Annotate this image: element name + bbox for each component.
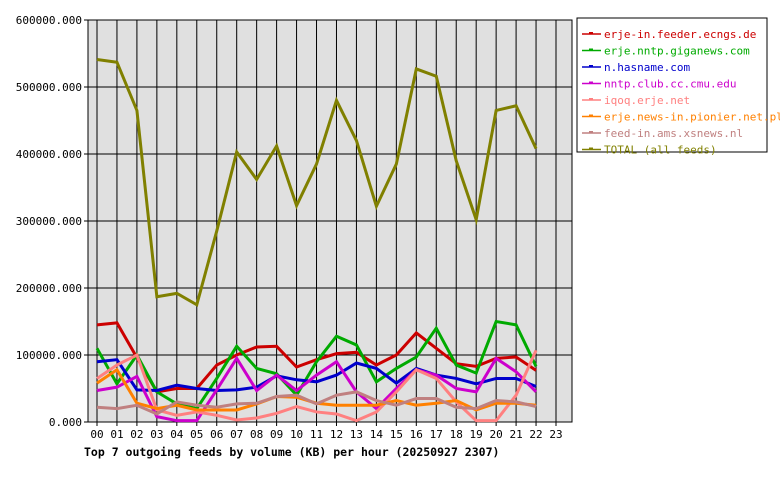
x-tick-label: 11 [310, 428, 323, 441]
x-tick-label: 21 [509, 428, 522, 441]
x-tick-label: 19 [470, 428, 483, 441]
series-line [96, 358, 537, 393]
x-tick-label: 08 [250, 428, 263, 441]
legend-box [576, 17, 768, 153]
x-tick-label: 20 [490, 428, 503, 441]
legend: erje-in.feeder.ecngs.de erje.nntp.giganew… [582, 28, 780, 157]
x-tick-label: 04 [170, 428, 184, 441]
y-tick-label: 500000.000 [16, 81, 82, 94]
x-tick-label: 03 [150, 428, 163, 441]
y-tick-label: 400000.000 [16, 148, 82, 161]
series-line [96, 58, 538, 308]
x-tick-label: 14 [370, 428, 384, 441]
series-line [96, 390, 537, 416]
x-tick-label: 18 [450, 428, 463, 441]
x-tick-label: 00 [90, 428, 103, 441]
legend-marker [589, 32, 593, 34]
legend-label: erje.nntp.giganews.com [604, 45, 750, 58]
y-tick-label: 200000.000 [16, 282, 82, 295]
legend-marker [589, 48, 593, 51]
legend-marker [589, 65, 593, 67]
grid [84, 19, 573, 426]
legend-marker [589, 114, 593, 117]
series-line [95, 319, 538, 411]
legend-label: erje-in.feeder.ecngs.de [604, 28, 756, 41]
x-tick-label: 07 [230, 428, 243, 441]
legend-label: TOTAL (all feeds) [604, 144, 717, 157]
legend-marker [589, 98, 593, 100]
y-tick-label: 0.000 [49, 416, 82, 429]
y-tick-label: 100000.000 [16, 349, 82, 362]
series-line [96, 355, 538, 423]
x-tick-label: 17 [430, 428, 443, 441]
x-tick-label: 06 [210, 428, 223, 441]
chart-title: Top 7 outgoing feeds by volume (KB) per … [84, 445, 499, 459]
y-tick-label: 600000.000 [16, 14, 82, 27]
x-tick-label: 12 [330, 428, 343, 441]
y-axis: 0.000 100000.000 200000.000 300000.000 40000… [16, 14, 82, 429]
x-tick-label: 02 [130, 428, 143, 441]
legend-marker [589, 81, 593, 84]
legend-label: erje.news-in.pionier.net.pl [604, 111, 780, 124]
plot-border [87, 19, 573, 423]
x-axis: 00 01 02 03 04 05 06 07 08 09 10 11 12 13 14 15 16 17 18 19… [90, 428, 562, 441]
legend-marker [589, 131, 593, 133]
y-tick-label: 300000.000 [16, 215, 82, 228]
x-tick-label: 13 [350, 428, 363, 441]
x-tick-label: 09 [270, 428, 283, 441]
legend-label: feed-in.ams.xsnews.nl [604, 127, 743, 140]
x-tick-label: 01 [110, 428, 123, 441]
x-tick-label: 10 [290, 428, 303, 441]
x-tick-label: 05 [190, 428, 203, 441]
legend-marker [589, 147, 593, 150]
x-tick-label: 23 [549, 428, 562, 441]
legend-label: n.hasname.com [604, 61, 690, 74]
x-tick-label: 16 [410, 428, 423, 441]
legend-label: iqoq.erje.net [604, 94, 690, 107]
legend-label: nntp.club.cc.cmu.edu [604, 78, 736, 91]
x-tick-label: 15 [390, 428, 403, 441]
series-lines [95, 58, 538, 423]
x-tick-label: 22 [529, 428, 542, 441]
